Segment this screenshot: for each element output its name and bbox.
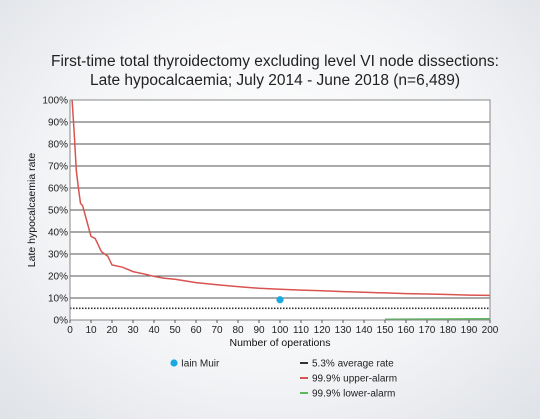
chart-title: First-time total thyroidectomy excluding… — [51, 53, 499, 70]
x-tick-label: 60 — [190, 325, 202, 336]
x-tick-label: 170 — [419, 325, 436, 336]
x-tick-label: 110 — [293, 325, 309, 336]
legend-label-1: 5.3% average rate — [312, 359, 394, 370]
x-tick-label: 180 — [440, 325, 457, 336]
y-tick-label: 80% — [48, 140, 68, 151]
legend-label-point: Iain Muir — [181, 359, 220, 370]
x-tick-label: 190 — [461, 325, 478, 336]
x-axis-label: Number of operations — [230, 337, 331, 349]
x-tick-label: 100 — [272, 325, 289, 336]
series-line-2 — [71, 99, 491, 297]
x-tick-label: 30 — [127, 325, 139, 336]
x-tick-label: 120 — [314, 325, 331, 336]
y-tick-label: 40% — [48, 228, 68, 239]
series-line-3 — [384, 317, 491, 321]
x-tick-label: 80 — [232, 325, 244, 336]
x-tick-label: 40 — [148, 325, 160, 336]
x-tick-label: 160 — [398, 325, 415, 336]
x-tick-label: 70 — [211, 325, 223, 336]
x-tick-labels: 0 10 20 30 40 50 60 70 80 90 100 110 120 130 140 150 160… — [67, 320, 499, 336]
y-tick-label: 90% — [48, 118, 68, 129]
points-layer — [276, 296, 284, 304]
legend-label-2: 99.9% upper-alarm — [312, 374, 397, 385]
point-marker — [276, 296, 284, 304]
x-tick-label: 140 — [356, 325, 373, 336]
legend: Iain Muir 5.3% average rate 99.9% upper-al… — [170, 359, 397, 400]
x-tick-label: 10 — [85, 325, 97, 336]
y-tick-label: 50% — [48, 206, 68, 217]
gridlines — [70, 121, 490, 299]
legend-label-3: 99.9% lower-alarm — [312, 389, 395, 400]
x-tick-label: 90 — [253, 325, 265, 336]
legend-marker-point — [170, 359, 178, 367]
x-tick-label: 20 — [106, 325, 118, 336]
series-layer — [70, 99, 491, 321]
y-tick-label: 10% — [48, 294, 68, 305]
x-tick-label: 130 — [335, 325, 352, 336]
y-tick-label: 0% — [54, 316, 69, 327]
x-tick-label: 0 — [67, 325, 73, 336]
y-tick-label: 100% — [42, 96, 68, 107]
y-tick-labels: 0% 10% 20% 30% 40% 50% 60% 70% 80% 90% 100% — [42, 96, 68, 327]
y-tick-label: 60% — [48, 184, 68, 195]
x-tick-label: 150 — [377, 325, 394, 336]
y-tick-label: 30% — [48, 250, 68, 261]
x-tick-label: 200 — [482, 325, 499, 336]
y-tick-label: 20% — [48, 272, 68, 283]
y-tick-label: 70% — [48, 162, 68, 173]
chart-subtitle: Late hypocalcaemia; July 2014 - June 201… — [90, 72, 460, 89]
y-axis-label: Late hypocalcaemia rate — [26, 153, 38, 268]
x-tick-label: 50 — [169, 325, 181, 336]
